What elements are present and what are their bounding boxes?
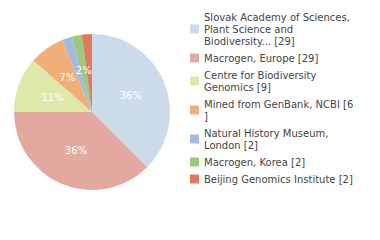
svg-text:Centre for Biodiversity: Centre for Biodiversity — [204, 70, 320, 81]
svg-text:Mined from GenBank, NCBI [6: Mined from GenBank, NCBI [6 — [204, 99, 353, 110]
svg-text:Beijing Genomics Institute [2]: Beijing Genomics Institute [2] — [204, 174, 353, 185]
svg-text:Natural History Museum,: Natural History Museum, — [204, 128, 332, 139]
svg-text:Macrogen, Korea [2]: Macrogen, Korea [2] — [204, 157, 305, 168]
svg-text:Plant Science and: Plant Science and — [204, 24, 296, 35]
svg-text:7%: 7% — [60, 72, 76, 83]
svg-text:London [2]: London [2] — [204, 140, 258, 151]
svg-text:Slovak Academy of Sciences,: Slovak Academy of Sciences, — [204, 12, 353, 23]
svg-text:2%: 2% — [76, 65, 92, 76]
svg-text:Biodiversity... [29]: Biodiversity... [29] — [204, 36, 295, 47]
svg-text:]: ] — [204, 111, 208, 122]
svg-text:Genomics [9]: Genomics [9] — [204, 82, 271, 93]
svg-text:Macrogen, Europe [29]: Macrogen, Europe [29] — [204, 53, 318, 64]
svg-text:11%: 11% — [42, 92, 64, 103]
svg-text:36%: 36% — [120, 90, 142, 101]
svg-text:36%: 36% — [65, 145, 87, 156]
